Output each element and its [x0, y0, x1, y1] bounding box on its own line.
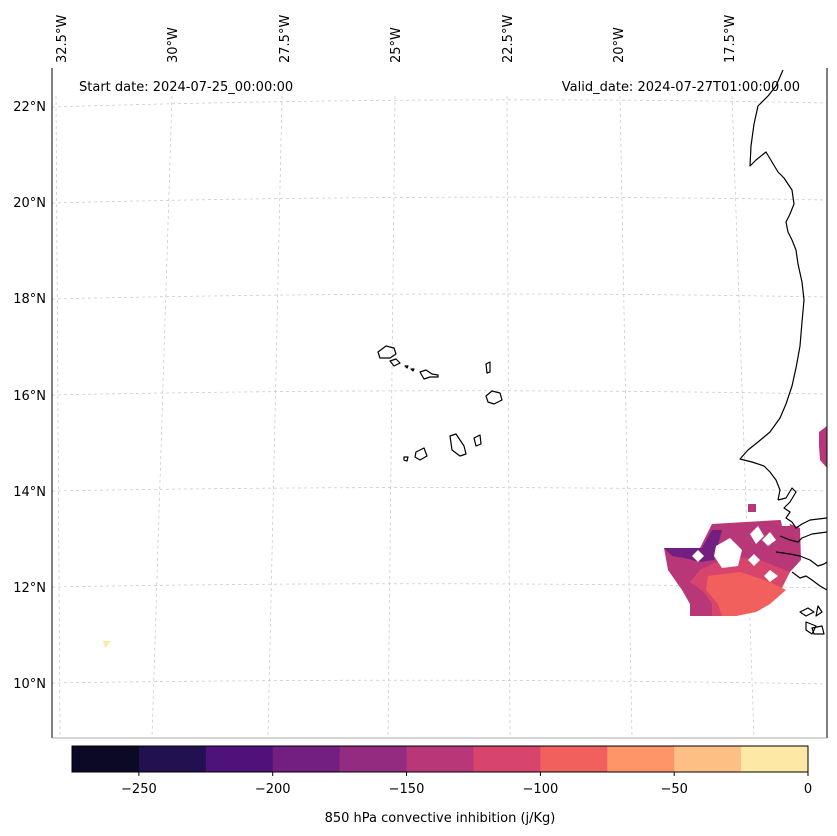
lon-label-30w: 30°W [166, 27, 181, 63]
cin-small-patch [103, 641, 111, 648]
island-santo-antao [377, 345, 397, 359]
island-sal [485, 361, 491, 374]
colorbar-segment [138, 746, 207, 772]
colorbar-segment [473, 746, 541, 772]
island-boa-vista [485, 390, 503, 405]
lat-label-12n: 12°N [13, 581, 46, 596]
map-frame [52, 68, 827, 738]
colorbar-segment [540, 746, 608, 772]
lat-label-14n: 14°N [13, 485, 46, 500]
colorbar-ticks [138, 772, 809, 776]
island-fogo [414, 447, 428, 461]
colorbar-segment [674, 746, 742, 772]
island-sao-nicolau [419, 369, 439, 380]
valid-date-label: Valid_date: 2024-07-27T01:00:00.00 [562, 80, 800, 95]
island-sao-vicente [389, 358, 401, 367]
cin-region-east [819, 426, 827, 468]
colorbar-segment [406, 746, 474, 772]
colorbar-tick-label: −150 [389, 782, 425, 797]
lat-label-18n: 18°N [13, 292, 46, 307]
cin-pixel [748, 504, 756, 512]
cin-hole [780, 514, 790, 526]
lat-labels: 22°N 20°N 18°N 16°N 14°N 12°N 10°N [13, 100, 46, 692]
cin-hole [692, 550, 704, 562]
colorbar: −250 −200 −150 −100 −50 0 850 hPa convec… [71, 745, 812, 826]
coastline-africa-south [775, 487, 828, 635]
colorbar-tick-label: −100 [523, 782, 559, 797]
lon-label-22-5w: 22.5°W [501, 15, 516, 63]
island-maio [473, 434, 482, 447]
start-date-label: Start date: 2024-07-25_00:00:00 [79, 80, 293, 95]
lat-label-22n: 22°N [13, 100, 46, 115]
lon-label-32-5w: 32.5°W [55, 15, 70, 63]
lon-labels: 32.5°W 30°W 27.5°W 25°W 22.5°W 20°W 17.5… [55, 15, 738, 63]
coastline-africa-north [739, 69, 805, 501]
colorbar-tick-label: −250 [121, 782, 157, 797]
colorbar-segments [72, 746, 809, 772]
cin-hole [750, 526, 764, 544]
lon-label-17-5w: 17.5°W [723, 15, 738, 63]
colorbar-segment [205, 746, 274, 772]
lon-label-20w: 20°W [612, 27, 627, 63]
lon-label-27-5w: 27.5°W [278, 15, 293, 63]
cin-hole [714, 538, 742, 568]
cin-field [103, 426, 827, 648]
colorbar-segment [339, 746, 408, 772]
lat-label-20n: 20°N [13, 196, 46, 211]
coastlines [377, 69, 828, 635]
lat-label-16n: 16°N [13, 389, 46, 404]
colorbar-outline [71, 745, 809, 773]
cin-hole [748, 554, 760, 566]
island-santa-luzia [404, 365, 415, 372]
colorbar-label: 850 hPa convective inhibition (j/Kg) [325, 811, 556, 826]
colorbar-segment [741, 746, 809, 772]
island-brava [403, 456, 409, 462]
colorbar-segment [272, 746, 341, 772]
lat-label-10n: 10°N [13, 677, 46, 692]
island-santiago [449, 433, 467, 457]
cin-region-salmon [706, 572, 786, 616]
colorbar-tick-label: −200 [255, 782, 291, 797]
gridlines [51, 95, 828, 739]
colorbar-segment [72, 746, 140, 772]
colorbar-tick-label: −50 [660, 782, 687, 797]
colorbar-tick-label: 0 [804, 782, 812, 797]
colorbar-segment [607, 746, 675, 772]
cin-hole [762, 532, 776, 546]
lon-label-25w: 25°W [389, 27, 404, 63]
cin-hole [764, 570, 778, 582]
cin-region-purple [664, 530, 722, 562]
